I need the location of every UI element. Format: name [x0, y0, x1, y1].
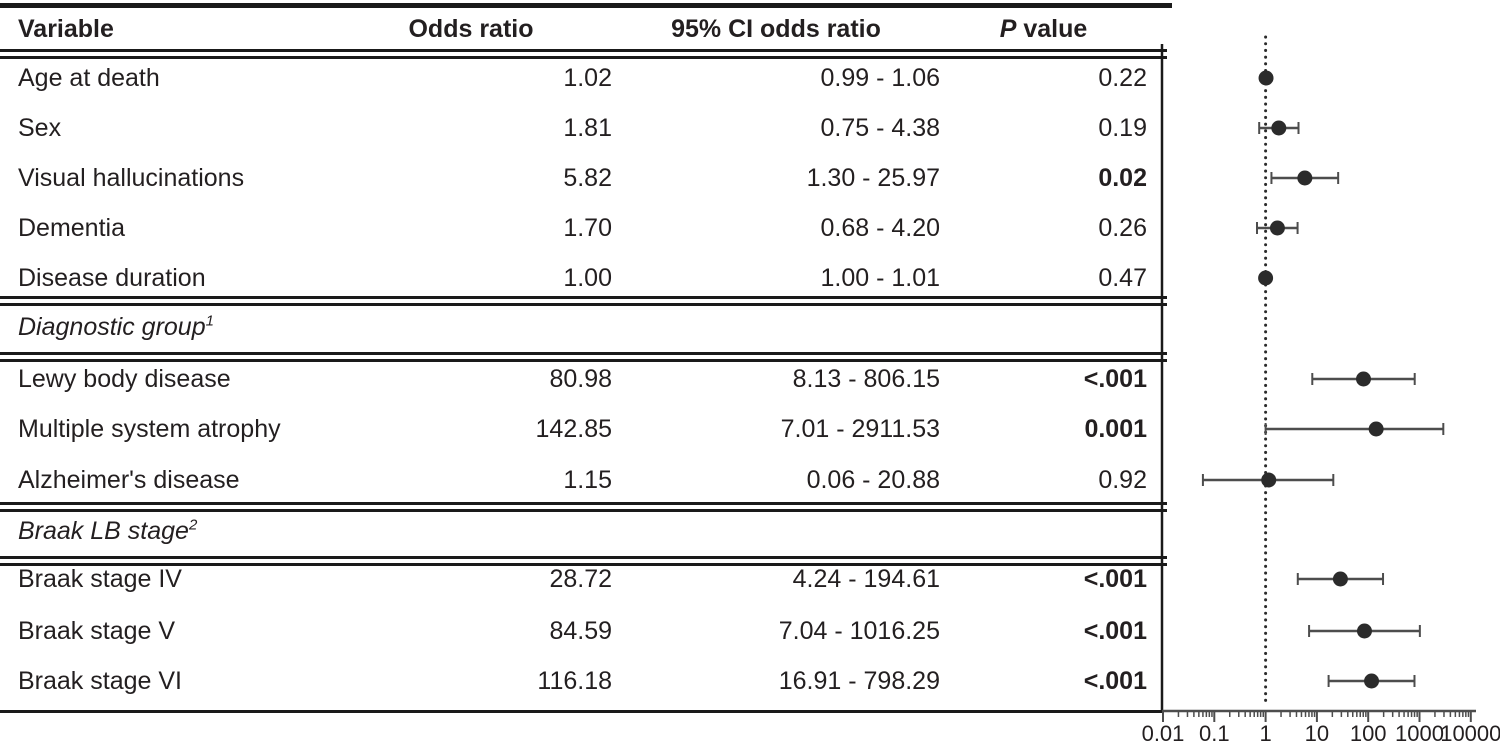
odds-ratio-value: 142.85 [535, 415, 612, 443]
variable-label: Braak stage V [18, 617, 176, 645]
or-marker [1355, 371, 1371, 387]
table-row: Visual hallucinations 5.82 1.30 - 25.97 0.0… [0, 153, 1163, 203]
variable-label: Alzheimer's disease [18, 466, 240, 494]
or-marker [1271, 120, 1287, 136]
variable-label: Visual hallucinations [18, 164, 245, 192]
table-row: Lewy body disease 80.98 8.13 - 806.15 <.001 [0, 354, 1163, 404]
p-value-word: value [1023, 15, 1088, 43]
ci-value: 0.99 - 1.06 [820, 64, 940, 92]
table-row: Dementia 1.70 0.68 - 4.20 0.26 [0, 203, 1163, 253]
x-axis-tick-label: 10000 [1440, 721, 1500, 746]
or-marker [1356, 623, 1372, 639]
p-value: 0.22 [1098, 64, 1147, 92]
divider-after-diagnostic-group [0, 352, 1167, 362]
section-label: Diagnostic group1 [18, 312, 214, 341]
x-axis-tick-label: 0.1 [1199, 721, 1230, 746]
ci-value: 1.30 - 25.97 [806, 164, 940, 192]
odds-ratio-value: 116.18 [537, 667, 612, 695]
footnote-marker: 1 [205, 312, 214, 330]
odds-ratio-value: 1.00 [563, 264, 612, 292]
odds-ratio-value: 5.82 [563, 164, 612, 192]
odds-ratio-value: 1.15 [563, 466, 612, 494]
section-header-row: Braak LB stage2 [0, 506, 1163, 556]
column-header-ci: 95% CI odds ratio [671, 15, 881, 43]
p-value: <.001 [1083, 667, 1147, 695]
or-marker [1261, 472, 1277, 488]
or-marker [1297, 170, 1313, 186]
table-row: Braak stage VI 116.18 16.91 - 798.29 <.001 [0, 656, 1163, 706]
section-header-row: Diagnostic group1 [0, 302, 1163, 352]
x-axis-tick-label: 0.01 [1142, 721, 1185, 746]
odds-ratio-value: 1.02 [563, 64, 612, 92]
divider-before-diagnostic-group [0, 296, 1167, 306]
odds-ratio-value: 80.98 [549, 365, 612, 393]
p-value: 0.001 [1084, 415, 1147, 443]
table-row: Age at death 1.02 0.99 - 1.06 0.22 [0, 53, 1163, 103]
ci-value: 1.00 - 1.01 [820, 264, 940, 292]
x-axis-tick-label: 10 [1305, 721, 1329, 746]
variable-label: Sex [18, 114, 62, 142]
top-border [0, 3, 1172, 8]
divider-after-braak-stage [0, 556, 1167, 566]
variable-label: Lewy body disease [18, 365, 231, 393]
p-value: 0.02 [1098, 164, 1147, 192]
ci-value: 0.68 - 4.20 [820, 214, 940, 242]
or-marker [1368, 421, 1384, 437]
table-row: Braak stage V 84.59 7.04 - 1016.25 <.001 [0, 606, 1163, 656]
p-value: 0.26 [1098, 214, 1147, 242]
table-row: Sex 1.81 0.75 - 4.38 0.19 [0, 103, 1163, 153]
section-label: Braak LB stage2 [18, 516, 198, 545]
p-value: <.001 [1083, 617, 1147, 645]
odds-ratio-value: 28.72 [549, 565, 612, 593]
or-marker [1364, 673, 1380, 689]
p-value: <.001 [1083, 565, 1147, 593]
ci-value: 7.01 - 2911.53 [780, 415, 940, 443]
bottom-border [0, 710, 1163, 713]
x-axis-tick-label: 100 [1350, 721, 1387, 746]
p-value: 0.92 [1098, 466, 1147, 494]
or-marker [1332, 571, 1348, 587]
footnote-marker: 2 [188, 516, 198, 534]
p-value: 0.47 [1098, 264, 1147, 292]
or-marker [1258, 270, 1274, 286]
or-marker [1258, 70, 1274, 86]
odds-ratio-value: 1.81 [563, 114, 612, 142]
ci-value: 7.04 - 1016.25 [778, 617, 940, 645]
or-marker [1269, 220, 1285, 236]
ci-value: 0.75 - 4.38 [820, 114, 940, 142]
variable-label: Age at death [18, 64, 160, 92]
ci-value: 16.91 - 798.29 [778, 667, 940, 695]
table-row: Braak stage IV 28.72 4.24 - 194.61 <.001 [0, 554, 1163, 604]
column-header-odds-ratio: Odds ratio [408, 15, 534, 43]
table-row: Disease duration 1.00 1.00 - 1.01 0.47 [0, 253, 1163, 303]
ci-value: 8.13 - 806.15 [792, 365, 940, 393]
p-value: 0.19 [1098, 114, 1147, 142]
p-italic: P [999, 15, 1017, 43]
table-row: Multiple system atrophy 142.85 7.01 - 2911… [0, 404, 1163, 454]
variable-label: Disease duration [18, 264, 206, 292]
variable-label: Multiple system atrophy [18, 415, 281, 443]
x-axis-tick-label: 1000 [1395, 721, 1444, 746]
x-axis-tick-label: 1 [1259, 721, 1271, 746]
variable-label: Braak stage VI [18, 667, 182, 695]
ci-value: 0.06 - 20.88 [806, 466, 940, 494]
header-divider [0, 49, 1167, 59]
column-header-variable: Variable [18, 15, 114, 43]
ci-value: 4.24 - 194.61 [792, 565, 940, 593]
p-value: <.001 [1083, 365, 1147, 393]
variable-label: Dementia [18, 214, 125, 242]
odds-ratio-value: 84.59 [549, 617, 612, 645]
variable-label: Braak stage IV [18, 565, 182, 593]
divider-before-braak-stage [0, 502, 1167, 512]
odds-ratio-value: 1.70 [563, 214, 612, 242]
table-row: Alzheimer's disease 1.15 0.06 - 20.88 0.92 [0, 455, 1163, 505]
